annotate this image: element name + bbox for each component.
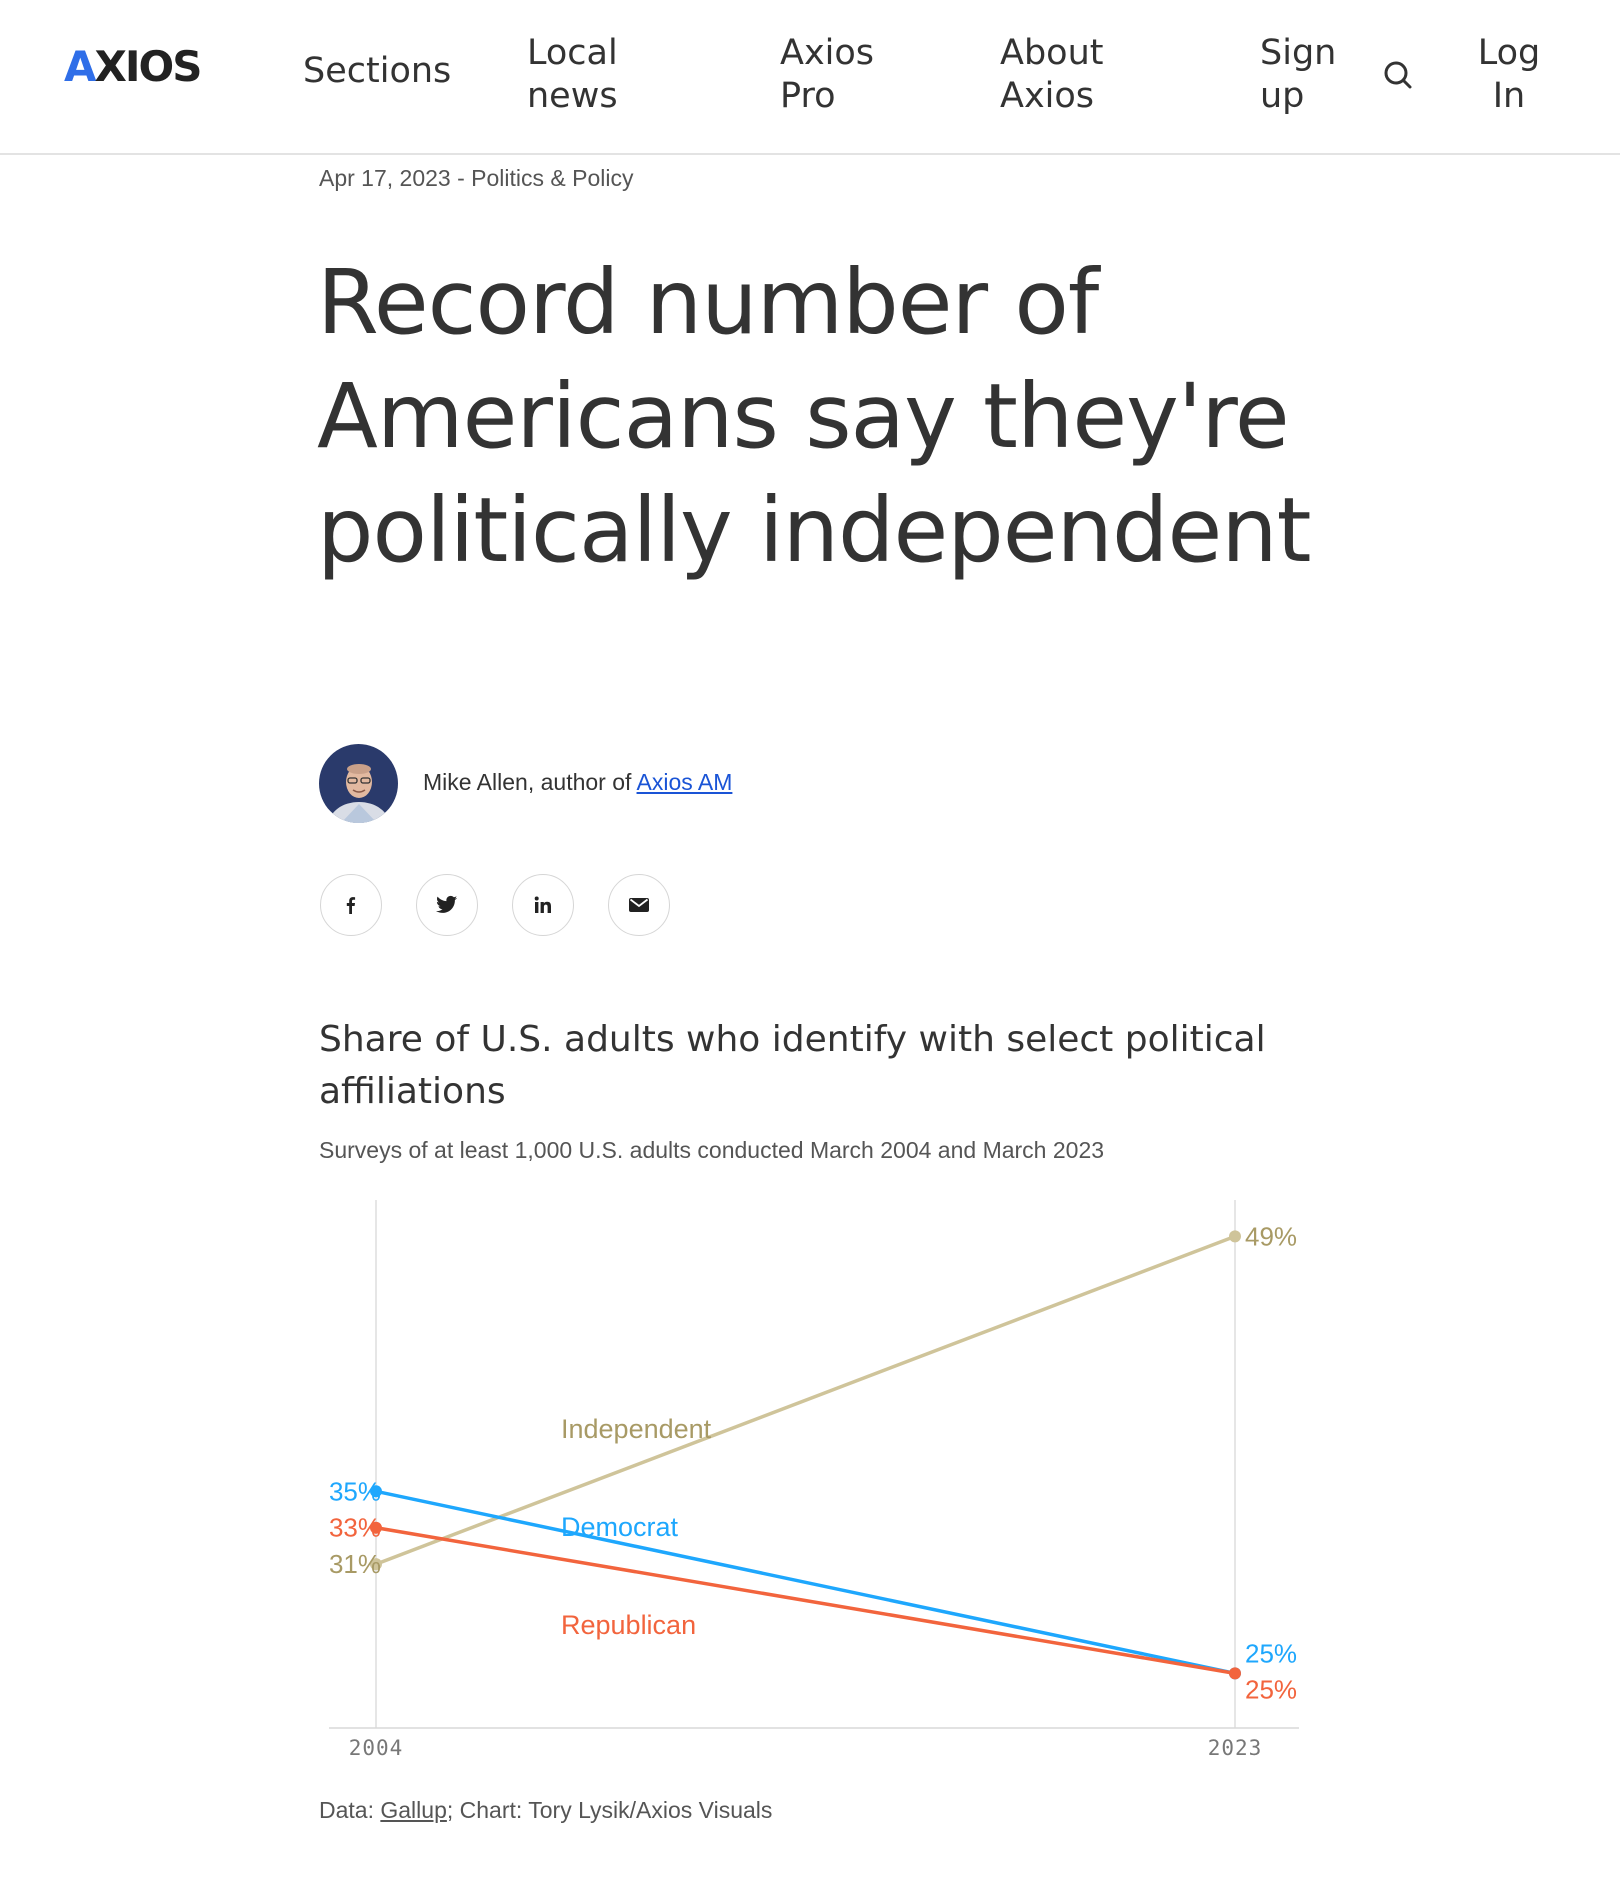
value-label-democrat-2004: 35% <box>329 1476 381 1506</box>
chart-subtitle: Surveys of at least 1,000 U.S. adults co… <box>319 1137 1105 1163</box>
share-linkedin-button[interactable] <box>512 874 574 936</box>
article-meta: Apr 17, 2023 - Politics & Policy <box>319 165 634 192</box>
meta-separator: - <box>457 165 465 191</box>
series-line-independent <box>375 1234 1236 1566</box>
article-date: Apr 17, 2023 <box>319 165 451 191</box>
nav-log-in[interactable]: Log In <box>1477 33 1541 116</box>
chart-title: Share of U.S. adults who identify with s… <box>319 1019 1266 1112</box>
source-link[interactable]: Gallup <box>380 1797 447 1823</box>
value-label-republican-2004: 33% <box>329 1513 381 1543</box>
byline: Mike Allen, author of Axios AM <box>423 769 732 796</box>
value-label-independent-2004: 31% <box>329 1549 381 1579</box>
author-name: Mike Allen, author of <box>423 769 632 795</box>
series-label-democrat: Democrat <box>561 1512 679 1542</box>
logo-text: XIOS <box>94 42 203 91</box>
series-line-democrat <box>375 1489 1236 1676</box>
point-independent-2023 <box>1229 1230 1241 1243</box>
axios-logo[interactable]: AXIOS <box>64 42 203 91</box>
facebook-icon <box>346 897 356 914</box>
article-category[interactable]: Politics & Policy <box>471 165 634 191</box>
point-republican-2023 <box>1229 1667 1241 1680</box>
chart-source: Data: Gallup; Chart: Tory Lysik/Axios Vi… <box>319 1797 772 1824</box>
author-avatar[interactable] <box>319 744 398 823</box>
nav-sign-up[interactable]: Sign up <box>1260 33 1337 116</box>
share-email-button[interactable] <box>608 874 670 936</box>
share-facebook-button[interactable] <box>320 874 382 936</box>
site-header: AXIOS Sections Local news Axios Pro Abou… <box>0 0 1620 155</box>
nav-about-axios[interactable]: About Axios <box>1000 33 1104 116</box>
linkedin-icon <box>534 896 551 913</box>
series-line-republican <box>375 1525 1236 1676</box>
x-tick-label-2004: 2004 <box>349 1736 404 1760</box>
line-chart: 2004 2023 31% 49% Independent 35% 25% Democrat 3… <box>329 1200 1299 1760</box>
point-democrat-2004 <box>370 1485 382 1498</box>
nav-sections[interactable]: Sections <box>303 51 452 91</box>
point-independent-2004 <box>370 1558 382 1571</box>
source-suffix: ; Chart: Tory Lysik/Axios Visuals <box>446 1797 773 1823</box>
series-label-independent: Independent <box>561 1414 712 1444</box>
series-label-republican: Republican <box>561 1610 696 1640</box>
x-tick-label-2023: 2023 <box>1208 1736 1263 1760</box>
share-twitter-button[interactable] <box>416 874 478 936</box>
value-label-democrat-2023: 25% <box>1245 1638 1297 1668</box>
email-icon <box>629 898 649 912</box>
nav-axios-pro[interactable]: Axios Pro <box>780 33 875 116</box>
nav-local-news[interactable]: Local news <box>527 33 618 116</box>
newsletter-link[interactable]: Axios AM <box>636 769 733 795</box>
point-republican-2004 <box>370 1521 382 1534</box>
value-label-independent-2023: 49% <box>1245 1221 1297 1251</box>
value-label-republican-2023: 25% <box>1245 1674 1297 1704</box>
twitter-icon <box>436 895 458 913</box>
search-icon[interactable] <box>1383 60 1413 90</box>
source-prefix: Data: <box>319 1797 374 1823</box>
article-headline: Record number of Americans say they're p… <box>317 250 1312 582</box>
